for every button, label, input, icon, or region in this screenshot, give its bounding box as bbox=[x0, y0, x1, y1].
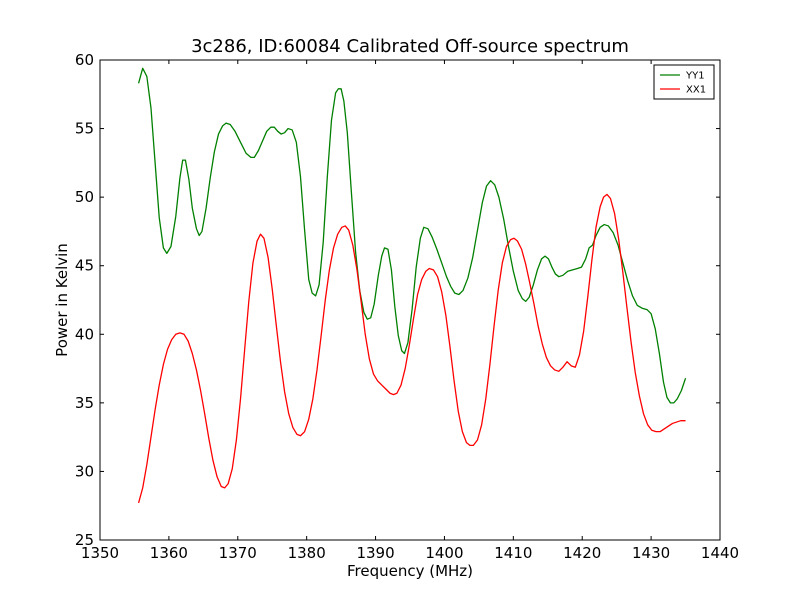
chart-title: 3c286, ID:60084 Calibrated Off-source sp… bbox=[191, 36, 629, 57]
x-tick-label: 1440 bbox=[701, 544, 739, 562]
y-axis-label: Power in Kelvin bbox=[53, 243, 71, 357]
y-tick-label: 25 bbox=[75, 531, 94, 549]
series-line-yy1 bbox=[137, 67, 687, 404]
x-tick-label: 1430 bbox=[632, 544, 670, 562]
x-axis-label: Frequency (MHz) bbox=[347, 562, 473, 580]
x-tick-label: 1360 bbox=[150, 544, 188, 562]
x-tick-label: 1420 bbox=[563, 544, 601, 562]
x-axis: 1350 1360 1370 1380 1390 1400 1410 1420 1430 1440 bbox=[81, 60, 739, 562]
y-tick-label: 45 bbox=[75, 257, 94, 275]
legend-label-xx1: XX1 bbox=[686, 85, 706, 96]
series-line-xx1 bbox=[137, 193, 686, 504]
legend: YY1 XX1 bbox=[653, 64, 715, 100]
y-axis: 25 30 35 40 45 50 55 60 bbox=[75, 51, 720, 549]
x-tick-label: 1410 bbox=[494, 544, 532, 562]
x-tick-label: 1380 bbox=[288, 544, 326, 562]
plot-frame bbox=[99, 59, 721, 541]
y-tick-label: 55 bbox=[75, 120, 94, 138]
x-tick-label: 1400 bbox=[425, 544, 463, 562]
x-tick-label: 1390 bbox=[356, 544, 394, 562]
legend-label-yy1: YY1 bbox=[685, 71, 705, 82]
x-tick-label: 1350 bbox=[81, 544, 119, 562]
y-tick-label: 35 bbox=[75, 394, 94, 412]
y-tick-label: 50 bbox=[75, 188, 94, 206]
x-tick-label: 1370 bbox=[219, 544, 257, 562]
y-tick-label: 40 bbox=[75, 325, 94, 343]
y-tick-label: 30 bbox=[75, 462, 94, 480]
series-layer bbox=[137, 67, 687, 504]
plot-area bbox=[99, 59, 721, 541]
legend-box bbox=[653, 64, 715, 100]
y-tick-label: 60 bbox=[75, 51, 94, 69]
